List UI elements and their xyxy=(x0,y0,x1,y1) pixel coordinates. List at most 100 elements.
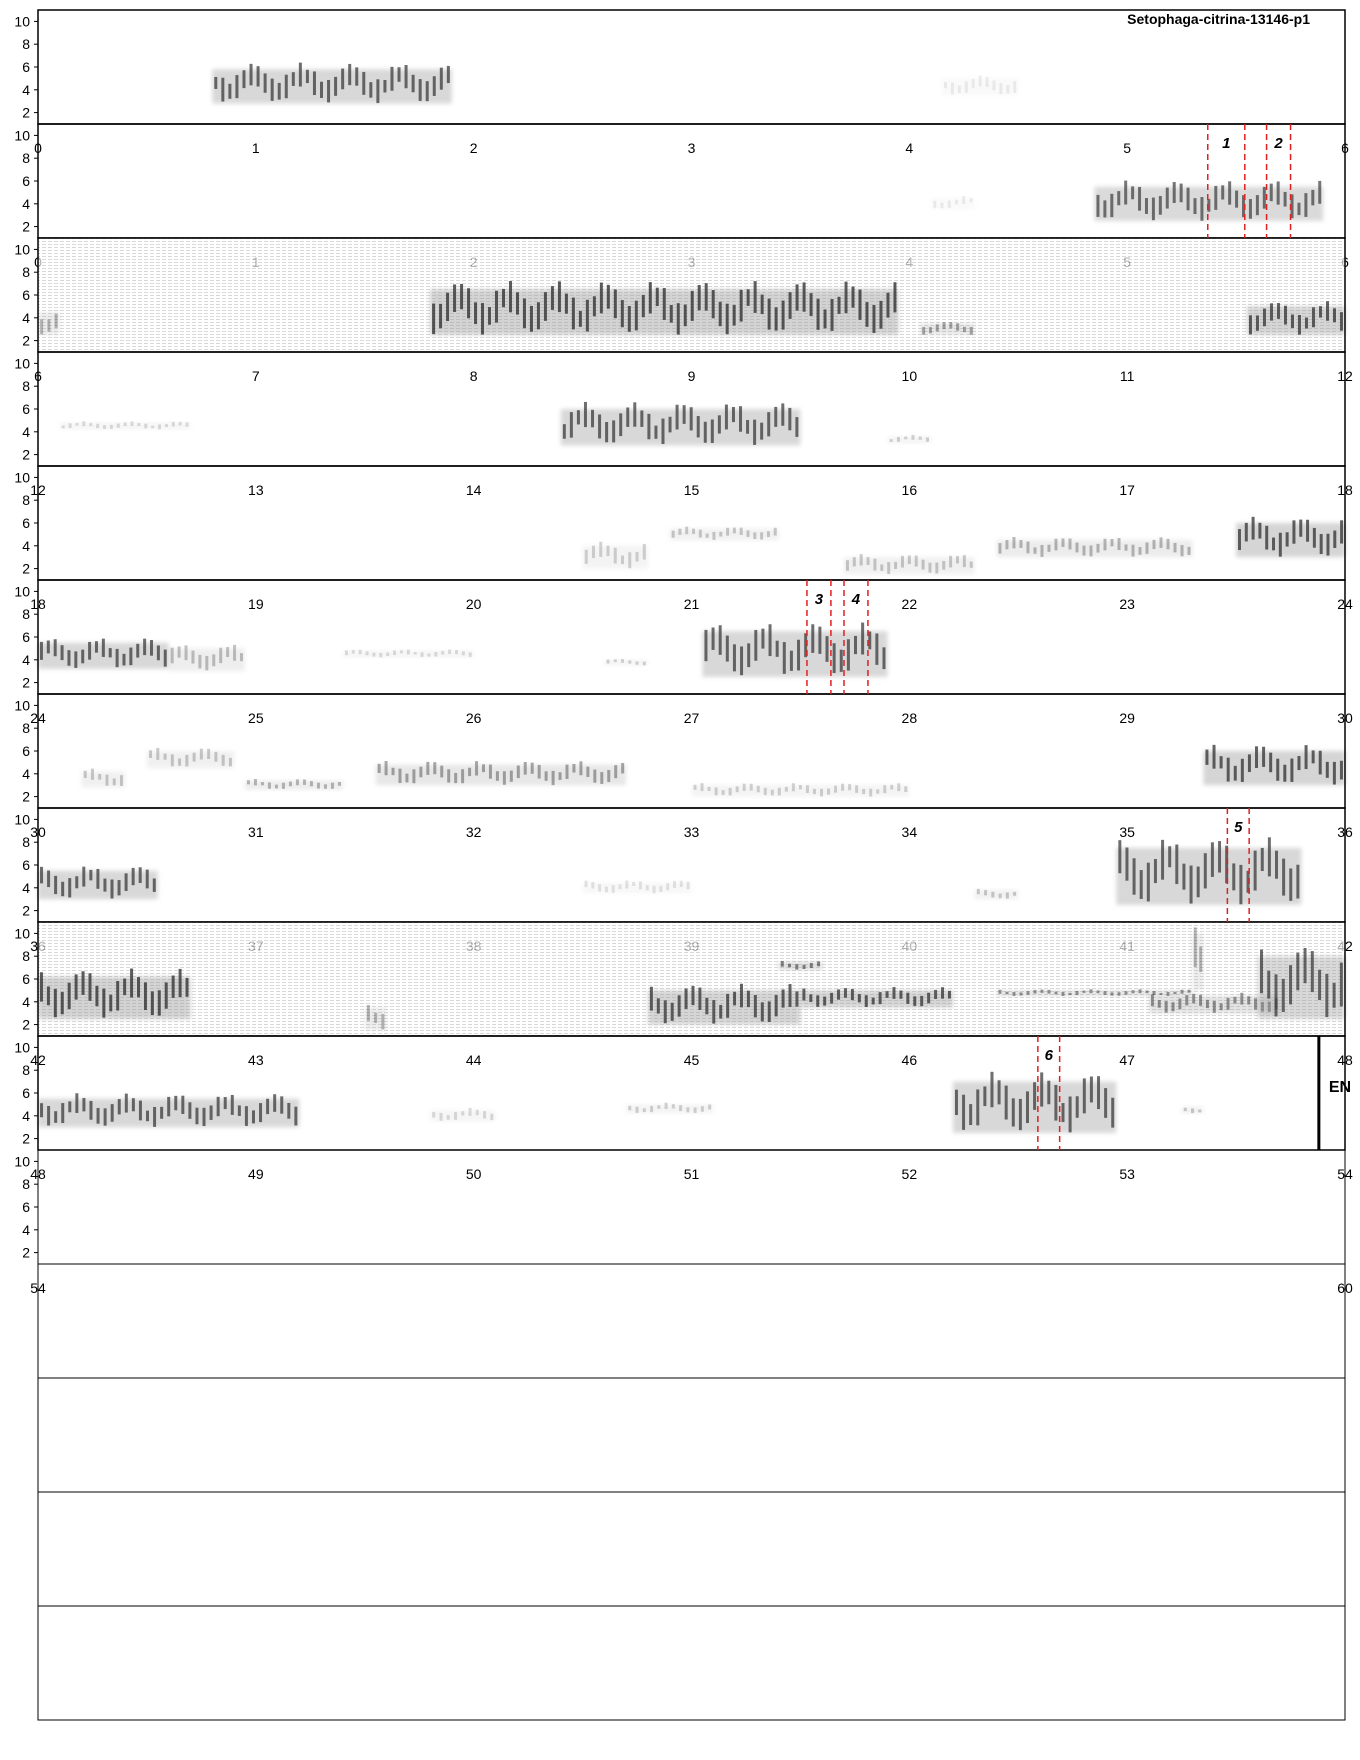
spectrogram-blob xyxy=(560,401,801,446)
blob-harmonic xyxy=(386,652,390,657)
blob-harmonic xyxy=(700,1106,704,1112)
blob-harmonic xyxy=(1185,995,1189,1006)
blob-harmonic xyxy=(40,866,44,884)
blob-harmonic xyxy=(138,1100,142,1121)
spectrogram-blob xyxy=(1148,992,1280,1014)
blob-harmonic xyxy=(613,659,617,663)
blob-harmonic xyxy=(544,771,548,781)
blob-harmonic xyxy=(628,552,632,569)
blob-harmonic xyxy=(47,319,51,332)
spectrogram-blob xyxy=(364,1005,387,1031)
blob-harmonic xyxy=(871,997,875,1005)
blob-harmonic xyxy=(1260,847,1264,872)
blob-harmonic xyxy=(753,419,757,445)
blob-harmonic xyxy=(228,83,232,99)
blob-harmonic xyxy=(1145,990,1149,994)
blob-harmonic xyxy=(249,63,253,86)
blob-harmonic xyxy=(613,289,617,319)
blob-harmonic xyxy=(935,562,939,574)
blob-harmonic xyxy=(1103,200,1107,218)
blob-harmonic xyxy=(747,643,751,668)
blob-harmonic xyxy=(1193,198,1197,215)
blob-harmonic xyxy=(468,652,472,657)
blob-harmonic xyxy=(461,769,465,784)
y-tick-label: 10 xyxy=(14,1039,30,1055)
blob-harmonic xyxy=(185,422,189,427)
blob-harmonic xyxy=(1212,744,1216,769)
blob-harmonic xyxy=(1221,185,1225,200)
blob-harmonic xyxy=(781,403,785,426)
blob-harmonic xyxy=(1274,974,1278,1017)
blob-harmonic xyxy=(1253,850,1257,891)
blob-harmonic xyxy=(947,200,951,209)
blob-harmonic xyxy=(68,1101,72,1113)
blob-harmonic xyxy=(684,988,688,1009)
blob-harmonic xyxy=(156,747,160,760)
y-tick-label: 6 xyxy=(22,629,30,645)
blob-harmonic xyxy=(735,786,739,793)
blob-harmonic xyxy=(696,416,700,438)
blob-harmonic xyxy=(1325,301,1329,321)
blob-harmonic xyxy=(811,624,815,653)
y-tick-label: 4 xyxy=(22,1222,30,1238)
blob-harmonic xyxy=(633,402,637,427)
blob-harmonic xyxy=(221,77,225,102)
blob-harmonic xyxy=(1019,539,1023,548)
blob-harmonic xyxy=(761,628,765,649)
blob-harmonic xyxy=(237,1105,241,1116)
blob-harmonic xyxy=(164,424,168,428)
blob-harmonic xyxy=(934,989,938,999)
blob-harmonic xyxy=(598,414,602,439)
blob-harmonic xyxy=(412,769,416,784)
blob-harmonic xyxy=(256,66,260,87)
blob-harmonic xyxy=(123,422,127,427)
blob-harmonic xyxy=(604,886,608,893)
blob-harmonic xyxy=(163,649,167,667)
blob-halo xyxy=(669,528,779,541)
x-tick-label: 5 xyxy=(1123,140,1131,156)
blob-harmonic xyxy=(845,560,849,571)
blob-harmonic xyxy=(669,304,673,323)
blob-harmonic xyxy=(1165,187,1169,209)
blob-harmonic xyxy=(419,766,423,778)
blob-harmonic xyxy=(239,653,243,662)
blob-harmonic xyxy=(746,530,750,537)
y-tick-label: 2 xyxy=(22,903,30,919)
blob-harmonic xyxy=(191,650,195,664)
blob-harmonic xyxy=(453,284,457,313)
blob-harmonic xyxy=(635,1106,639,1113)
y-tick-label: 10 xyxy=(14,583,30,599)
blob-harmonic xyxy=(460,283,464,310)
blob-harmonic xyxy=(802,988,806,1001)
blob-harmonic xyxy=(1187,989,1191,993)
blob-harmonic xyxy=(1235,190,1239,208)
blob-harmonic xyxy=(46,640,50,654)
blob-harmonic xyxy=(717,415,721,434)
blob-harmonic xyxy=(468,767,472,777)
spectrogram-blob xyxy=(212,62,452,104)
blob-harmonic xyxy=(1304,193,1308,217)
blob-harmonic xyxy=(481,764,485,773)
blob-harmonic xyxy=(645,885,649,891)
y-tick-label: 4 xyxy=(22,880,30,896)
x-tick-label: 13 xyxy=(248,482,264,498)
blob-harmonic xyxy=(788,963,792,968)
blob-harmonic xyxy=(1117,191,1121,206)
spectrogram-blob xyxy=(168,644,245,672)
blob-harmonic xyxy=(628,1105,632,1111)
blob-harmonic xyxy=(1159,537,1163,548)
blob-harmonic xyxy=(53,639,57,657)
blob-harmonic xyxy=(998,893,1002,899)
blob-halo xyxy=(38,312,60,335)
blob-harmonic xyxy=(226,647,230,658)
blob-harmonic xyxy=(391,767,395,776)
blob-harmonic xyxy=(679,1105,683,1112)
blob-harmonic xyxy=(677,995,681,1017)
y-tick-label: 8 xyxy=(22,36,30,52)
x-tick-label: 49 xyxy=(248,1166,264,1182)
blob-harmonic xyxy=(393,650,397,656)
blob-harmonic xyxy=(1214,185,1218,210)
blob-harmonic xyxy=(718,301,722,327)
blob-harmonic xyxy=(446,65,450,84)
